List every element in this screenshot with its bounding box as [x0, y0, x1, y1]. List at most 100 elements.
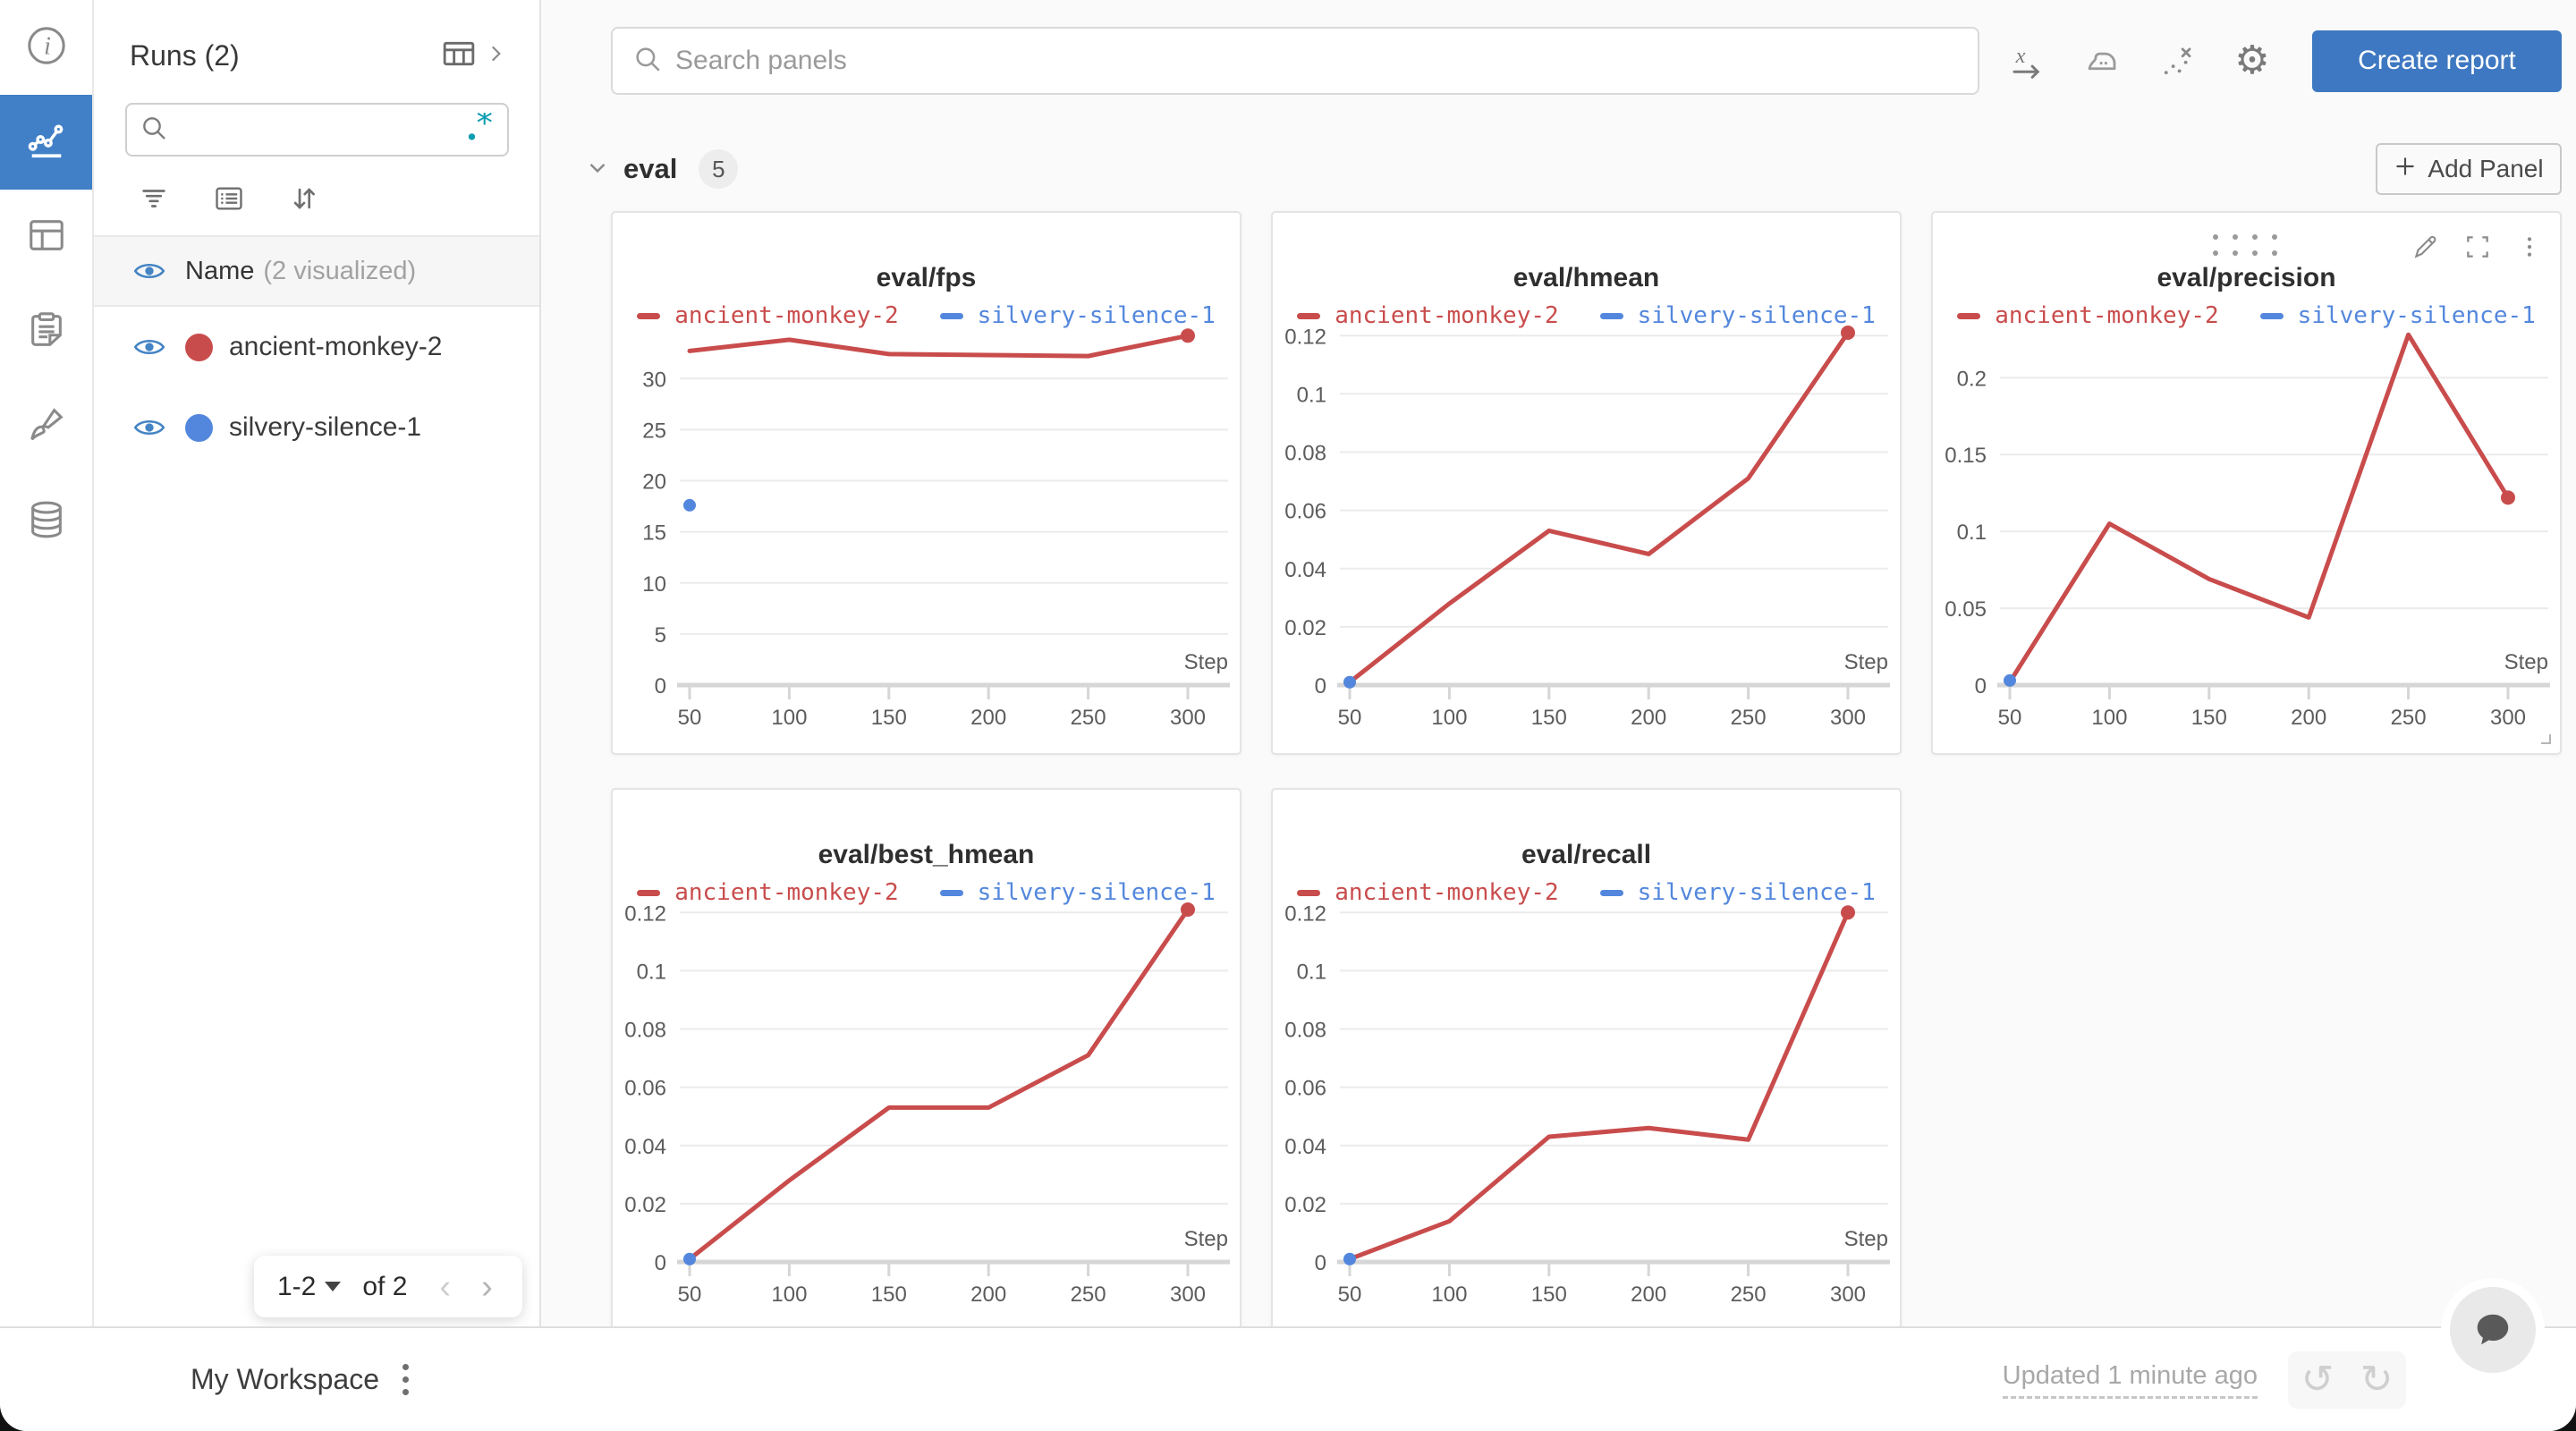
svg-text:0.06: 0.06	[1284, 500, 1326, 524]
brush-icon	[26, 404, 67, 450]
svg-text:50: 50	[1338, 1283, 1362, 1307]
svg-text:30: 30	[642, 368, 666, 392]
svg-text:0: 0	[1315, 674, 1326, 699]
legend-run-name: silvery-silence-1	[1637, 302, 1876, 329]
create-report-button[interactable]: Create report	[2311, 30, 2562, 92]
workspace-footer: My Workspace Updated 1 minute ago ↺ ↻	[0, 1287, 2576, 1431]
legend-run-name: silvery-silence-1	[977, 879, 1216, 906]
legend-swatch	[939, 889, 963, 896]
list-settings-icon[interactable]	[214, 183, 244, 214]
line-chart-icon	[26, 120, 67, 165]
rail-item-table[interactable]	[0, 190, 92, 284]
prev-page-button[interactable]: ‹	[439, 1267, 452, 1306]
panel-eval-hmean[interactable]: eval/hmean ancient-monkey-2 silvery-sile…	[1271, 211, 1902, 755]
panel-title: eval/fps	[876, 263, 977, 292]
eye-icon[interactable]	[133, 416, 165, 439]
run-row-ancient-monkey-2[interactable]: ancient-monkey-2	[94, 307, 539, 387]
legend-run-name: silvery-silence-1	[977, 302, 1216, 329]
rail-item-logs[interactable]	[0, 284, 92, 379]
svg-text:0: 0	[1315, 1251, 1326, 1275]
svg-text:100: 100	[1431, 1283, 1467, 1307]
sort-icon[interactable]	[289, 183, 319, 214]
legend-run-name: ancient-monkey-2	[674, 302, 899, 329]
panel-resize-handle[interactable]	[2538, 732, 2553, 746]
svg-text:300: 300	[1830, 1283, 1866, 1307]
database-icon	[26, 499, 67, 545]
run-name: silvery-silence-1	[229, 412, 422, 442]
panel-eval-fps[interactable]: eval/fps ancient-monkey-2 silvery-silenc…	[611, 211, 1241, 755]
svg-text:150: 150	[871, 1283, 907, 1307]
panel-eval-recall[interactable]: eval/recall ancient-monkey-2 silvery-sil…	[1271, 788, 1902, 1326]
plus-icon	[2394, 155, 2417, 184]
legend-run-name: silvery-silence-1	[2297, 302, 2536, 329]
smoothing-iron-icon[interactable]	[2083, 42, 2121, 80]
legend-swatch	[1297, 889, 1321, 896]
rail-item-artifacts[interactable]	[0, 474, 92, 569]
add-panel-button[interactable]: Add Panel	[2376, 143, 2562, 195]
panel-eval-precision[interactable]: eval/precision ancient-monkey-2 silvery-…	[1931, 211, 2562, 755]
section-title[interactable]: eval	[623, 153, 678, 184]
panel-search-box[interactable]	[611, 27, 1979, 95]
panel-eval-best-hmean[interactable]: eval/best_hmean ancient-monkey-2 silvery…	[611, 788, 1241, 1326]
legend-swatch	[1297, 312, 1321, 319]
eye-icon[interactable]	[133, 259, 165, 283]
run-row-silvery-silence-1[interactable]: silvery-silence-1	[94, 387, 539, 468]
workspace-name[interactable]: My Workspace	[191, 1363, 380, 1395]
svg-text:0.12: 0.12	[1284, 902, 1326, 926]
runs-search-input[interactable]	[177, 115, 464, 144]
redo-icon[interactable]: ↻	[2360, 1358, 2394, 1401]
panel-title: eval/best_hmean	[818, 840, 1035, 869]
page-range-label[interactable]: 1-2	[277, 1271, 317, 1301]
next-page-button[interactable]: ›	[481, 1267, 493, 1306]
panel-search-input[interactable]	[675, 46, 1958, 76]
svg-text:200: 200	[1631, 706, 1666, 730]
svg-text:0.2: 0.2	[1957, 367, 1987, 391]
fullscreen-icon[interactable]	[2463, 233, 2492, 266]
legend-run-name: ancient-monkey-2	[1335, 302, 1559, 329]
updated-status[interactable]: Updated 1 minute ago	[2002, 1361, 2258, 1399]
rail-item-charts[interactable]	[0, 95, 92, 190]
page-of-label: of 2	[362, 1271, 408, 1301]
undo-icon[interactable]: ↺	[2301, 1358, 2334, 1401]
history-controls: ↺ ↻	[2288, 1351, 2406, 1409]
rail-item-overview[interactable]: i	[0, 0, 92, 95]
eye-icon[interactable]	[133, 335, 165, 359]
svg-text:0.15: 0.15	[1945, 444, 1987, 468]
svg-text:200: 200	[2291, 706, 2326, 730]
x-axis-settings-icon[interactable]: x	[2008, 42, 2046, 80]
svg-text:0.12: 0.12	[624, 902, 666, 926]
section-header-eval: eval 5 Add Panel	[584, 143, 2562, 195]
workspace-main: x	[541, 0, 2576, 1326]
chevron-right-icon[interactable]	[484, 42, 507, 70]
legend-swatch	[637, 889, 661, 896]
svg-text:0.02: 0.02	[1284, 616, 1326, 640]
edit-panel-icon[interactable]	[2411, 233, 2440, 266]
workspace-menu-icon[interactable]	[397, 1359, 414, 1401]
svg-text:0.02: 0.02	[624, 1193, 666, 1217]
panel-menu-icon[interactable]	[2515, 233, 2544, 266]
support-chat-button[interactable]	[2450, 1287, 2536, 1373]
regex-toggle-icon[interactable]: *	[464, 104, 495, 148]
legend-swatch	[637, 312, 661, 319]
line-chart[interactable]: 0 0.02 0.04 0.06 0.08 0.1 0.12 50 100 150 200 250 30…	[613, 902, 1243, 1326]
svg-text:50: 50	[678, 706, 702, 730]
svg-text:50: 50	[1338, 706, 1362, 730]
line-chart[interactable]: 0 0.02 0.04 0.06 0.08 0.1 0.12 50 100 150 200 250 30…	[1273, 325, 1903, 749]
runs-table-toggle[interactable]	[441, 36, 477, 76]
line-chart[interactable]: 0 0.05 0.1 0.15 0.2 50 100 150 200 250 300 Step	[1933, 325, 2563, 749]
rail-item-customize[interactable]	[0, 379, 92, 474]
legend-run-name: ancient-monkey-2	[1995, 302, 2219, 329]
chevron-down-icon[interactable]	[584, 154, 611, 185]
line-chart[interactable]: 0 0.02 0.04 0.06 0.08 0.1 0.12 50 100 150 200 250 30…	[1273, 902, 1903, 1326]
chevron-down-icon[interactable]	[325, 1282, 342, 1291]
panel-drag-handle[interactable]	[2212, 234, 2281, 259]
runs-search-box[interactable]: *	[125, 103, 509, 157]
line-chart[interactable]: 0 5 10 15 20 25 30 50 100 150 200 250 300 Step	[613, 325, 1243, 749]
filter-icon[interactable]	[139, 183, 169, 214]
legend-run-name: ancient-monkey-2	[674, 879, 899, 906]
settings-gear-icon[interactable]: ⚙	[2234, 38, 2270, 82]
runs-title: Runs (2)	[130, 39, 240, 72]
svg-text:150: 150	[1531, 706, 1567, 730]
outliers-icon[interactable]	[2158, 42, 2196, 80]
svg-text:0: 0	[655, 1251, 666, 1275]
